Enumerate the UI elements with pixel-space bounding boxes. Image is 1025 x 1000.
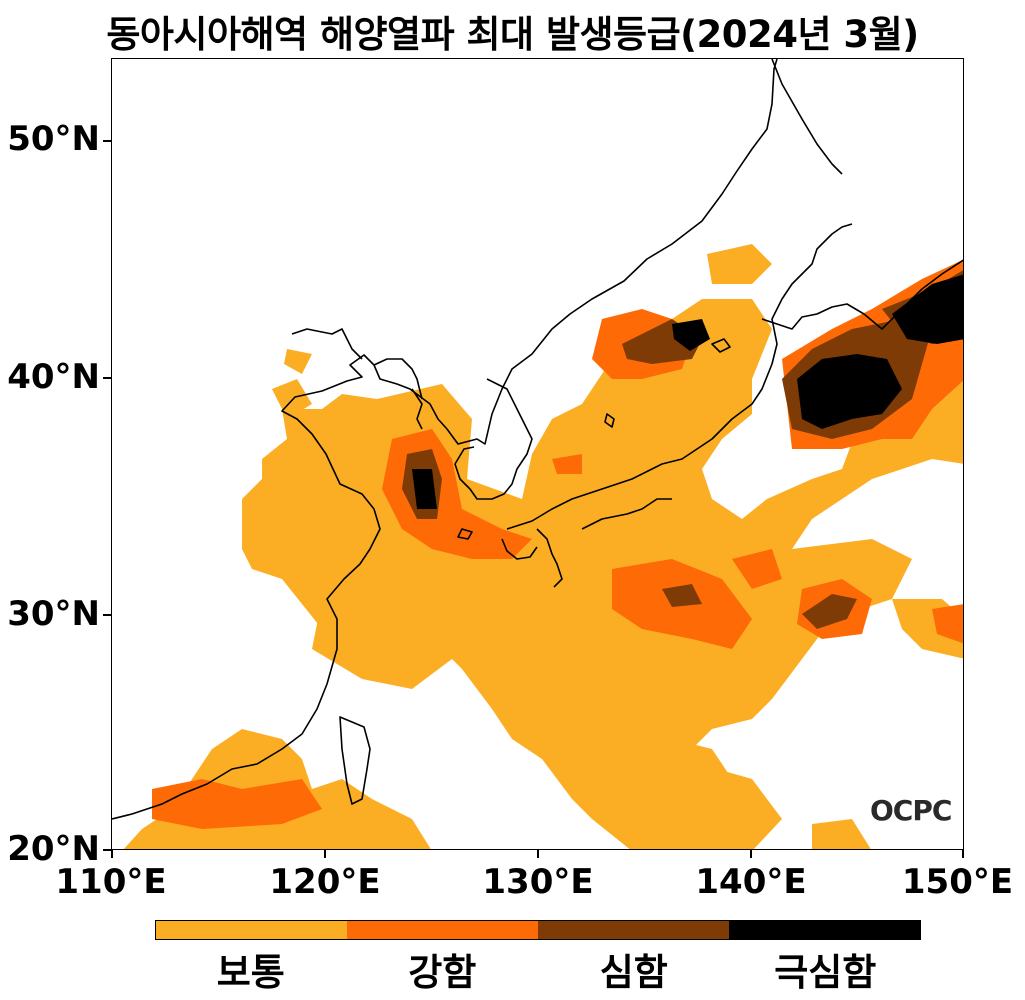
heatwave-map-svg: [112, 59, 963, 849]
lon-label-140e: 140°E: [695, 862, 807, 902]
lon-tick: [111, 850, 113, 858]
ocpc-logo: OCPC: [870, 794, 952, 827]
lat-label-30n: 30°N: [7, 594, 100, 634]
lon-tick: [537, 850, 539, 858]
lon-tick: [962, 850, 964, 858]
legend-label-moderate: 보통: [216, 951, 285, 994]
lon-label-130e: 130°E: [482, 862, 594, 902]
legend-label-extreme: 극심함: [774, 951, 877, 994]
lat-tick: [103, 849, 111, 851]
lat-label-20n: 20°N: [7, 829, 100, 869]
coastline: [112, 59, 963, 820]
lon-tick: [324, 850, 326, 858]
lat-label-40n: 40°N: [7, 357, 100, 397]
legend-swatch-strong: [347, 921, 538, 939]
heatwave-map: [111, 58, 964, 850]
lat-tick: [103, 377, 111, 379]
lat-label-50n: 50°N: [7, 119, 100, 159]
map-title: 동아시아해역 해양열파 최대 발생등급(2024년 3월): [106, 13, 919, 56]
lon-label-120e: 120°E: [269, 862, 381, 902]
legend-labels: 보통 강함 심함 극심함: [155, 942, 921, 996]
lon-label-150e: 150°E: [901, 862, 1014, 902]
legend-swatch-severe: [538, 921, 729, 939]
legend-label-severe: 심함: [599, 951, 668, 994]
extreme-heatwave-area: [412, 274, 963, 509]
legend-colorbar: [155, 920, 921, 940]
lon-label-110e: 110°E: [55, 862, 167, 902]
legend-label-strong: 강함: [408, 951, 477, 994]
legend-swatch-moderate: [156, 921, 347, 939]
lon-tick: [750, 850, 752, 858]
legend-swatch-extreme: [729, 921, 920, 939]
lat-tick: [103, 140, 111, 142]
lat-tick: [103, 614, 111, 616]
